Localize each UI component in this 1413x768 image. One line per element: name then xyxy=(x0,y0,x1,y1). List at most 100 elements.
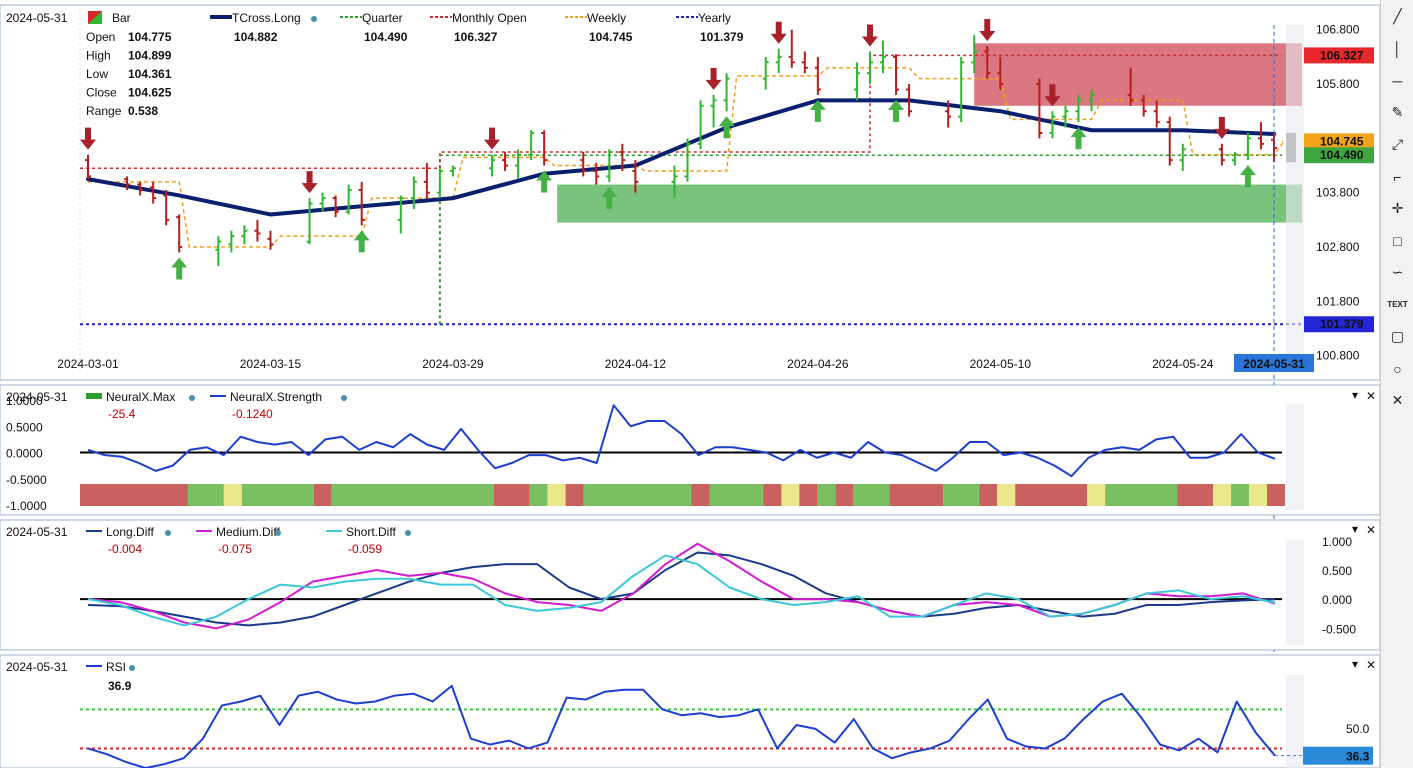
price-bar[interactable] xyxy=(397,195,404,234)
price-bar[interactable] xyxy=(775,48,782,74)
price-bar[interactable] xyxy=(1075,94,1082,123)
legend-name: NeuralX.Max xyxy=(106,390,175,404)
price-bar[interactable] xyxy=(893,54,900,95)
price-bar[interactable] xyxy=(684,138,691,182)
price-bar[interactable] xyxy=(1257,122,1264,150)
rsi-pane[interactable] xyxy=(0,654,1380,768)
price-bar[interactable] xyxy=(710,94,717,128)
price-bar[interactable] xyxy=(489,154,496,177)
price-bar[interactable] xyxy=(1166,116,1173,166)
price-bar[interactable] xyxy=(528,130,535,161)
price-bar[interactable] xyxy=(801,51,808,74)
price-bar[interactable] xyxy=(124,176,131,190)
neuralx-max-band xyxy=(763,484,782,506)
price-bar[interactable] xyxy=(215,236,222,267)
price-bar[interactable] xyxy=(319,192,326,212)
price-bar[interactable] xyxy=(1036,78,1043,139)
price-bar[interactable] xyxy=(619,143,626,171)
price-bar[interactable] xyxy=(423,162,430,199)
comment-icon[interactable]: □ xyxy=(1393,232,1402,249)
price-axis-tick: 100.800 xyxy=(1316,349,1360,363)
price-bar[interactable] xyxy=(1049,111,1056,139)
diff-pane[interactable] xyxy=(0,519,1380,651)
price-bar[interactable] xyxy=(515,149,522,180)
price-bar[interactable] xyxy=(788,29,795,68)
neuralx-max-band xyxy=(313,484,332,506)
price-bar[interactable] xyxy=(984,46,991,79)
fib-icon[interactable]: ⤢ xyxy=(1391,136,1404,152)
price-bar[interactable] xyxy=(436,168,443,199)
legend-name: Quarter xyxy=(362,11,403,25)
price-bar[interactable] xyxy=(241,225,248,245)
settings-dot-icon[interactable] xyxy=(189,395,195,401)
settings-dot-icon[interactable] xyxy=(275,530,281,536)
crosshair-icon[interactable]: ✛ xyxy=(1391,200,1404,216)
price-bar[interactable] xyxy=(1179,143,1186,171)
price-bar[interactable] xyxy=(267,230,274,250)
price-bar[interactable] xyxy=(958,56,965,123)
neuralx-max-band xyxy=(997,484,1016,506)
settings-dot-icon[interactable] xyxy=(129,665,135,671)
price-bar[interactable] xyxy=(697,100,704,150)
price-bar[interactable] xyxy=(150,181,157,204)
line-tool-icon[interactable]: ╱ xyxy=(1393,8,1402,24)
price-bar[interactable] xyxy=(502,151,509,171)
rectangle-icon[interactable]: ▢ xyxy=(1390,328,1405,344)
price-bar[interactable] xyxy=(410,176,417,210)
price-bar[interactable] xyxy=(593,162,600,185)
legend-name: TCross.Long xyxy=(232,11,301,25)
rsi-axis-tick: 50.0 xyxy=(1346,722,1370,736)
price-bar[interactable] xyxy=(580,151,587,177)
price-bar[interactable] xyxy=(1088,89,1095,112)
price-bar[interactable] xyxy=(723,73,730,112)
horizontal-line-icon[interactable]: ─ xyxy=(1392,72,1403,89)
price-bar[interactable] xyxy=(85,154,91,180)
pen-icon[interactable]: ✎ xyxy=(1391,104,1404,120)
price-bar[interactable] xyxy=(449,165,456,177)
price-bar[interactable] xyxy=(632,160,639,193)
price-bar[interactable] xyxy=(306,198,313,245)
settings-dot-icon[interactable] xyxy=(405,530,411,536)
chart-canvas[interactable]: 106.800 105.800 103.800 102.800 101.800 100.8… xyxy=(0,0,1380,768)
price-bar[interactable] xyxy=(176,214,183,253)
settings-dot-icon[interactable] xyxy=(341,395,347,401)
price-bar[interactable] xyxy=(880,40,887,74)
neuralx-max-band xyxy=(187,484,224,506)
price-bar[interactable] xyxy=(1140,94,1147,117)
circle-icon[interactable]: ○ xyxy=(1393,360,1402,377)
price-bar[interactable] xyxy=(1231,151,1238,166)
price-bar[interactable] xyxy=(866,51,873,85)
price-bar[interactable] xyxy=(945,100,952,128)
price-bar[interactable] xyxy=(541,130,548,166)
price-bar[interactable] xyxy=(906,84,913,117)
vertical-line-icon[interactable]: │ xyxy=(1393,40,1402,57)
price-bar[interactable] xyxy=(997,56,1004,90)
curve-icon[interactable]: ∽ xyxy=(1391,264,1404,280)
price-bar[interactable] xyxy=(1218,143,1225,166)
chart-panes[interactable]: 106.800 105.800 103.800 102.800 101.800 100.8… xyxy=(0,0,1380,768)
price-bar[interactable] xyxy=(1127,67,1134,106)
settings-dot-icon[interactable] xyxy=(311,16,317,22)
price-bar[interactable] xyxy=(1062,105,1069,128)
price-bar[interactable] xyxy=(228,230,235,253)
close-icon[interactable]: ✕ xyxy=(1391,392,1404,408)
price-bar[interactable] xyxy=(853,62,860,101)
price-bar[interactable] xyxy=(971,35,978,74)
price-bar[interactable] xyxy=(137,181,144,196)
price-bar[interactable] xyxy=(606,149,613,182)
settings-dot-icon[interactable] xyxy=(165,530,171,536)
price-bar[interactable] xyxy=(671,165,678,199)
date-axis-tick: 2024-05-10 xyxy=(970,357,1032,371)
price-bar[interactable] xyxy=(254,219,261,242)
price-bar[interactable] xyxy=(762,56,769,90)
price-bar[interactable] xyxy=(1153,100,1160,128)
price-bar[interactable] xyxy=(1244,132,1251,161)
price-bar[interactable] xyxy=(332,195,339,218)
price-bar[interactable] xyxy=(345,184,352,215)
measure-icon[interactable]: ⌐ xyxy=(1393,168,1402,185)
pane-close-icon: ✕ xyxy=(1366,658,1376,672)
price-bar[interactable] xyxy=(163,190,170,226)
text-tool-icon[interactable]: TEXT xyxy=(1385,292,1410,317)
price-bar[interactable] xyxy=(358,181,365,226)
price-bar[interactable] xyxy=(814,56,821,95)
